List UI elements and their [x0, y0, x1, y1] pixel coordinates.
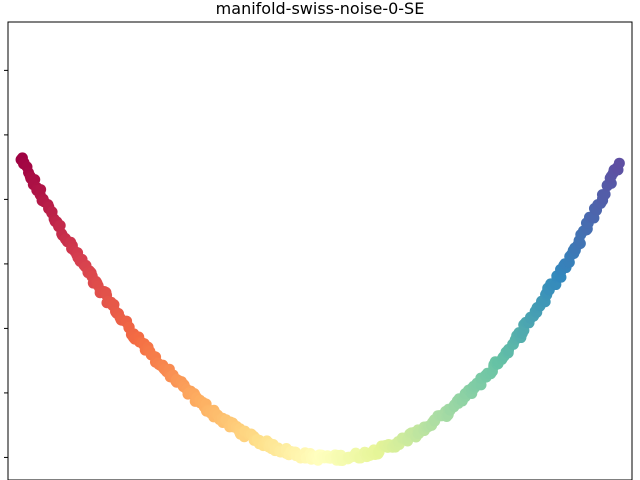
chart-title: manifold-swiss-noise-0-SE: [216, 0, 425, 18]
y-axis-ticks: [4, 69, 8, 458]
data-point: [613, 157, 625, 169]
plot-area: [7, 21, 633, 480]
data-point: [599, 188, 611, 200]
scatter-points: [15, 152, 625, 466]
data-point: [54, 220, 66, 231]
